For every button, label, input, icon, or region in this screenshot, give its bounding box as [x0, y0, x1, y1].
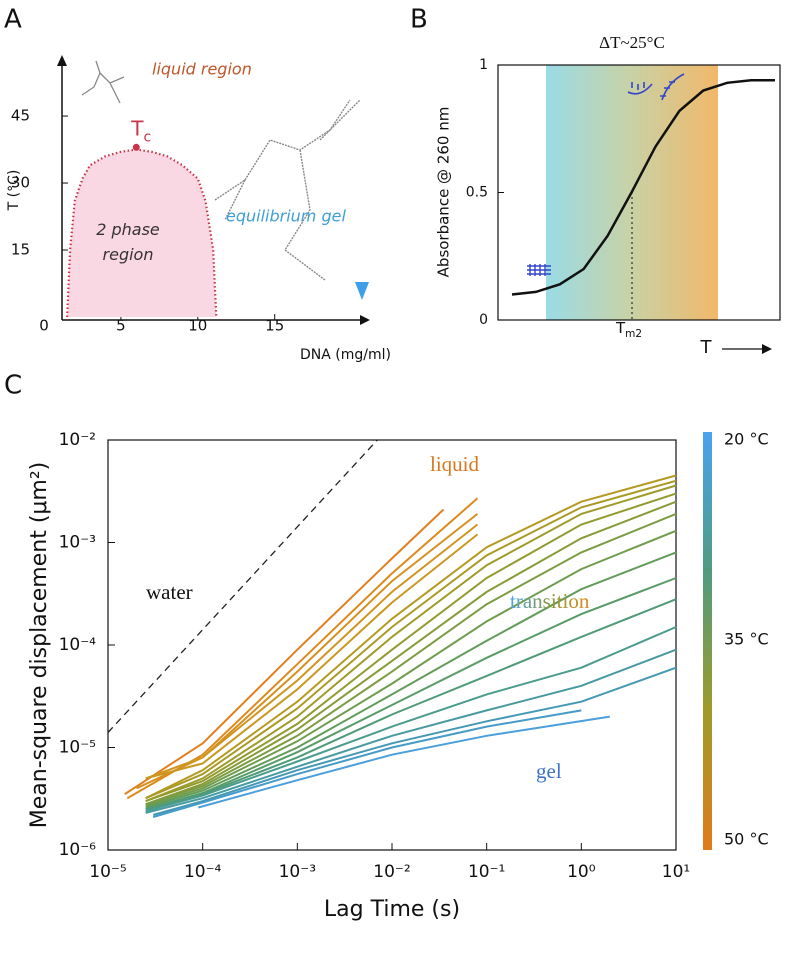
- label-sub: c: [144, 129, 152, 145]
- cooling-arrow-head: [355, 282, 369, 300]
- label: Tc: [130, 116, 151, 146]
- annotation: 2 phase region: [96, 220, 160, 264]
- y-tick-label: 0: [479, 312, 488, 328]
- data-line: [145, 474, 677, 800]
- y-axis-label: T (°C): [6, 170, 22, 212]
- y-axis-label: Absorbance @ 260 nm: [435, 107, 453, 278]
- x-axis-label: DNA (mg/ml): [300, 347, 391, 363]
- y-tick-label: 10⁻⁶: [59, 840, 97, 860]
- y-tick-label: 1: [479, 57, 488, 73]
- data-line: [198, 715, 610, 809]
- critical-point: [132, 143, 140, 151]
- x-axis-label: Lag Time (s): [324, 897, 460, 922]
- x-tick-label: 10: [188, 317, 207, 335]
- label-main: T: [615, 319, 626, 337]
- data-line: [152, 666, 677, 816]
- y-tick-label: 30: [11, 174, 30, 192]
- data-line: [152, 709, 582, 818]
- reference-line: [107, 439, 378, 733]
- data-line: [145, 512, 677, 806]
- data-line: [145, 500, 677, 806]
- panel-label: C: [4, 371, 22, 401]
- data-line: [124, 508, 445, 796]
- colorbar-label: 50 °C: [724, 830, 769, 849]
- y-tick-label: 10⁻²: [59, 430, 96, 450]
- strand-icon: [627, 73, 685, 101]
- band-label: ΔT~25°C: [599, 33, 665, 52]
- x-tick-label: 10⁻⁵: [89, 862, 126, 882]
- panel-b: [497, 64, 781, 354]
- panel-a: [57, 55, 370, 325]
- y-axis-label: Mean-square displacement (μm²): [27, 462, 52, 829]
- label: Tm2: [615, 319, 642, 341]
- data-line: [511, 79, 775, 296]
- x-axis-label: T: [700, 337, 713, 358]
- x-arrow-head: [762, 344, 772, 354]
- data-line: [145, 577, 677, 811]
- duplex-icon: [527, 264, 551, 276]
- dna-sketch: [81, 60, 125, 104]
- y-tick-label: 45: [11, 107, 30, 125]
- y-tick-label: 15: [11, 241, 30, 259]
- data-line: [145, 479, 677, 800]
- annotation-line: 2 phase: [96, 220, 160, 239]
- data-line: [145, 648, 677, 814]
- colorbar-label: 35 °C: [724, 630, 769, 649]
- x-tick-label: 0: [39, 317, 49, 335]
- x-tick-label: 15: [265, 317, 284, 335]
- annotation: gel: [536, 759, 562, 783]
- annotation: equilibrium gel: [226, 207, 346, 226]
- y-tick-label: 10⁻⁴: [59, 635, 97, 655]
- data-line: [145, 626, 677, 812]
- annotation: transition: [510, 589, 590, 613]
- annotation-line: region: [103, 245, 154, 264]
- axis-arrow: [360, 315, 370, 325]
- data-line: [145, 533, 479, 780]
- data-line: [145, 551, 677, 809]
- colorbar-label: 20 °C: [724, 430, 769, 449]
- annotation: liquid region: [152, 60, 252, 79]
- panel-label: A: [4, 5, 22, 35]
- data-line: [136, 513, 479, 790]
- axis-arrow: [57, 55, 67, 66]
- colorbar: [703, 432, 712, 850]
- panel-label: B: [410, 5, 428, 35]
- x-tick-label: 10⁻²: [373, 862, 410, 882]
- y-tick-label: 10⁻⁵: [59, 738, 96, 758]
- y-tick-label: 10⁻³: [59, 533, 96, 553]
- x-tick-label: 10⁻¹: [468, 862, 505, 882]
- annotation: water: [146, 580, 193, 604]
- x-tick-label: 10⁻³: [279, 862, 316, 882]
- label-sub: m2: [625, 328, 642, 340]
- label-main: T: [130, 116, 144, 140]
- x-tick-label: 10¹: [662, 862, 690, 882]
- x-tick-label: 5: [116, 317, 126, 335]
- annotation: liquid: [430, 452, 480, 476]
- dna-sketch: [214, 99, 361, 281]
- data-line: [145, 484, 677, 803]
- data-line: [145, 529, 677, 807]
- x-tick-label: 10⁻⁴: [184, 862, 222, 882]
- x-tick-label: 10⁰: [567, 862, 596, 882]
- y-tick-label: 0.5: [466, 185, 488, 201]
- data-line: [145, 598, 677, 811]
- data-line: [145, 523, 479, 780]
- data-line: [145, 492, 677, 803]
